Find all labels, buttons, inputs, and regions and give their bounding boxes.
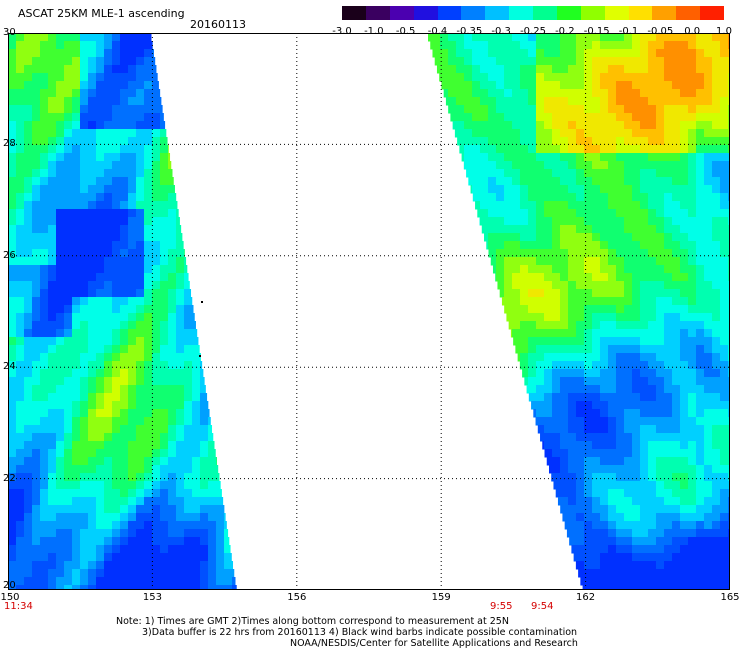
- note-line-3: NOAA/NESDIS/Center for Satellite Applica…: [290, 638, 578, 649]
- colorbar-label: -0.4: [427, 26, 448, 37]
- colorbar-label: -0.05: [647, 26, 674, 37]
- colorbar-swatch: [556, 6, 581, 20]
- map-title: ASCAT 25KM MLE-1 ascending: [18, 7, 185, 20]
- colorbar: [342, 6, 724, 20]
- contamination-mark: [199, 355, 201, 357]
- colorbar-label: -0.25: [520, 26, 546, 37]
- colorbar-label: -0.15: [583, 26, 610, 37]
- swath-right: [428, 33, 730, 590]
- time-mid2: 9:54: [531, 601, 554, 612]
- colorbar-label: -0.1: [618, 26, 639, 37]
- latitude-label: 20: [3, 580, 16, 591]
- colorbar-swatch: [676, 6, 701, 20]
- colorbar-label: -0.2: [555, 26, 575, 37]
- colorbar-label: -0.35: [456, 26, 483, 37]
- colorbar-swatch: [461, 6, 486, 20]
- colorbar-swatch: [652, 6, 677, 20]
- longitude-label: 159: [431, 592, 451, 603]
- map-plot: [8, 33, 730, 590]
- map-marks: [199, 301, 203, 357]
- note-line-2: 3)Data buffer is 22 hrs from 20160113 4)…: [142, 627, 578, 638]
- colorbar-labels: -3.0 -1.0 -0.5 -0.4 -0.35 -0.3 -0.25 -0.2 -0.15-…: [330, 27, 736, 39]
- colorbar-swatch: [365, 6, 390, 20]
- colorbar-swatch: [485, 6, 510, 20]
- colorbar-swatch: [437, 6, 462, 20]
- colorbar-label: -3.0: [332, 26, 352, 37]
- longitude-label: 162: [576, 592, 596, 603]
- colorbar-swatch: [604, 6, 629, 20]
- colorbar-swatch: [342, 6, 366, 20]
- colorbar-swatch: [700, 6, 724, 20]
- map-frame: [8, 33, 730, 590]
- longitude-label: 156: [287, 592, 307, 603]
- time-mid1: 9:55: [490, 601, 513, 612]
- map-date: 20160113: [190, 18, 246, 31]
- longitude-label: 150: [0, 592, 20, 603]
- swath-left: [8, 33, 237, 590]
- longitude-label: 153: [142, 592, 162, 603]
- latitude-label: 28: [3, 138, 16, 150]
- colorbar-swatch: [628, 6, 653, 20]
- colorbar-label: 0.0: [684, 26, 701, 37]
- colorbar-swatch: [509, 6, 533, 20]
- longitude-label: 165: [720, 592, 740, 603]
- note-line-1: Note: 1) Times are GMT 2)Times along bot…: [116, 616, 509, 627]
- gridlines: [8, 33, 730, 590]
- colorbar-label: 1.0: [716, 26, 732, 37]
- colorbar-label: -0.3: [491, 26, 511, 37]
- latitude-label: 26: [3, 249, 16, 261]
- contamination-mark: [201, 301, 203, 303]
- colorbar-swatch: [533, 6, 557, 20]
- latitude-label: 22: [3, 472, 16, 484]
- time-left: 11:34: [4, 601, 33, 612]
- colorbar-label: -0.5: [395, 26, 416, 37]
- latitude-label: 24: [3, 361, 16, 373]
- colorbar-swatch: [389, 6, 414, 20]
- colorbar-swatch: [413, 6, 438, 20]
- latitude-label: 30: [3, 27, 16, 38]
- colorbar-label: -1.0: [364, 26, 384, 37]
- colorbar-swatch: [580, 6, 605, 20]
